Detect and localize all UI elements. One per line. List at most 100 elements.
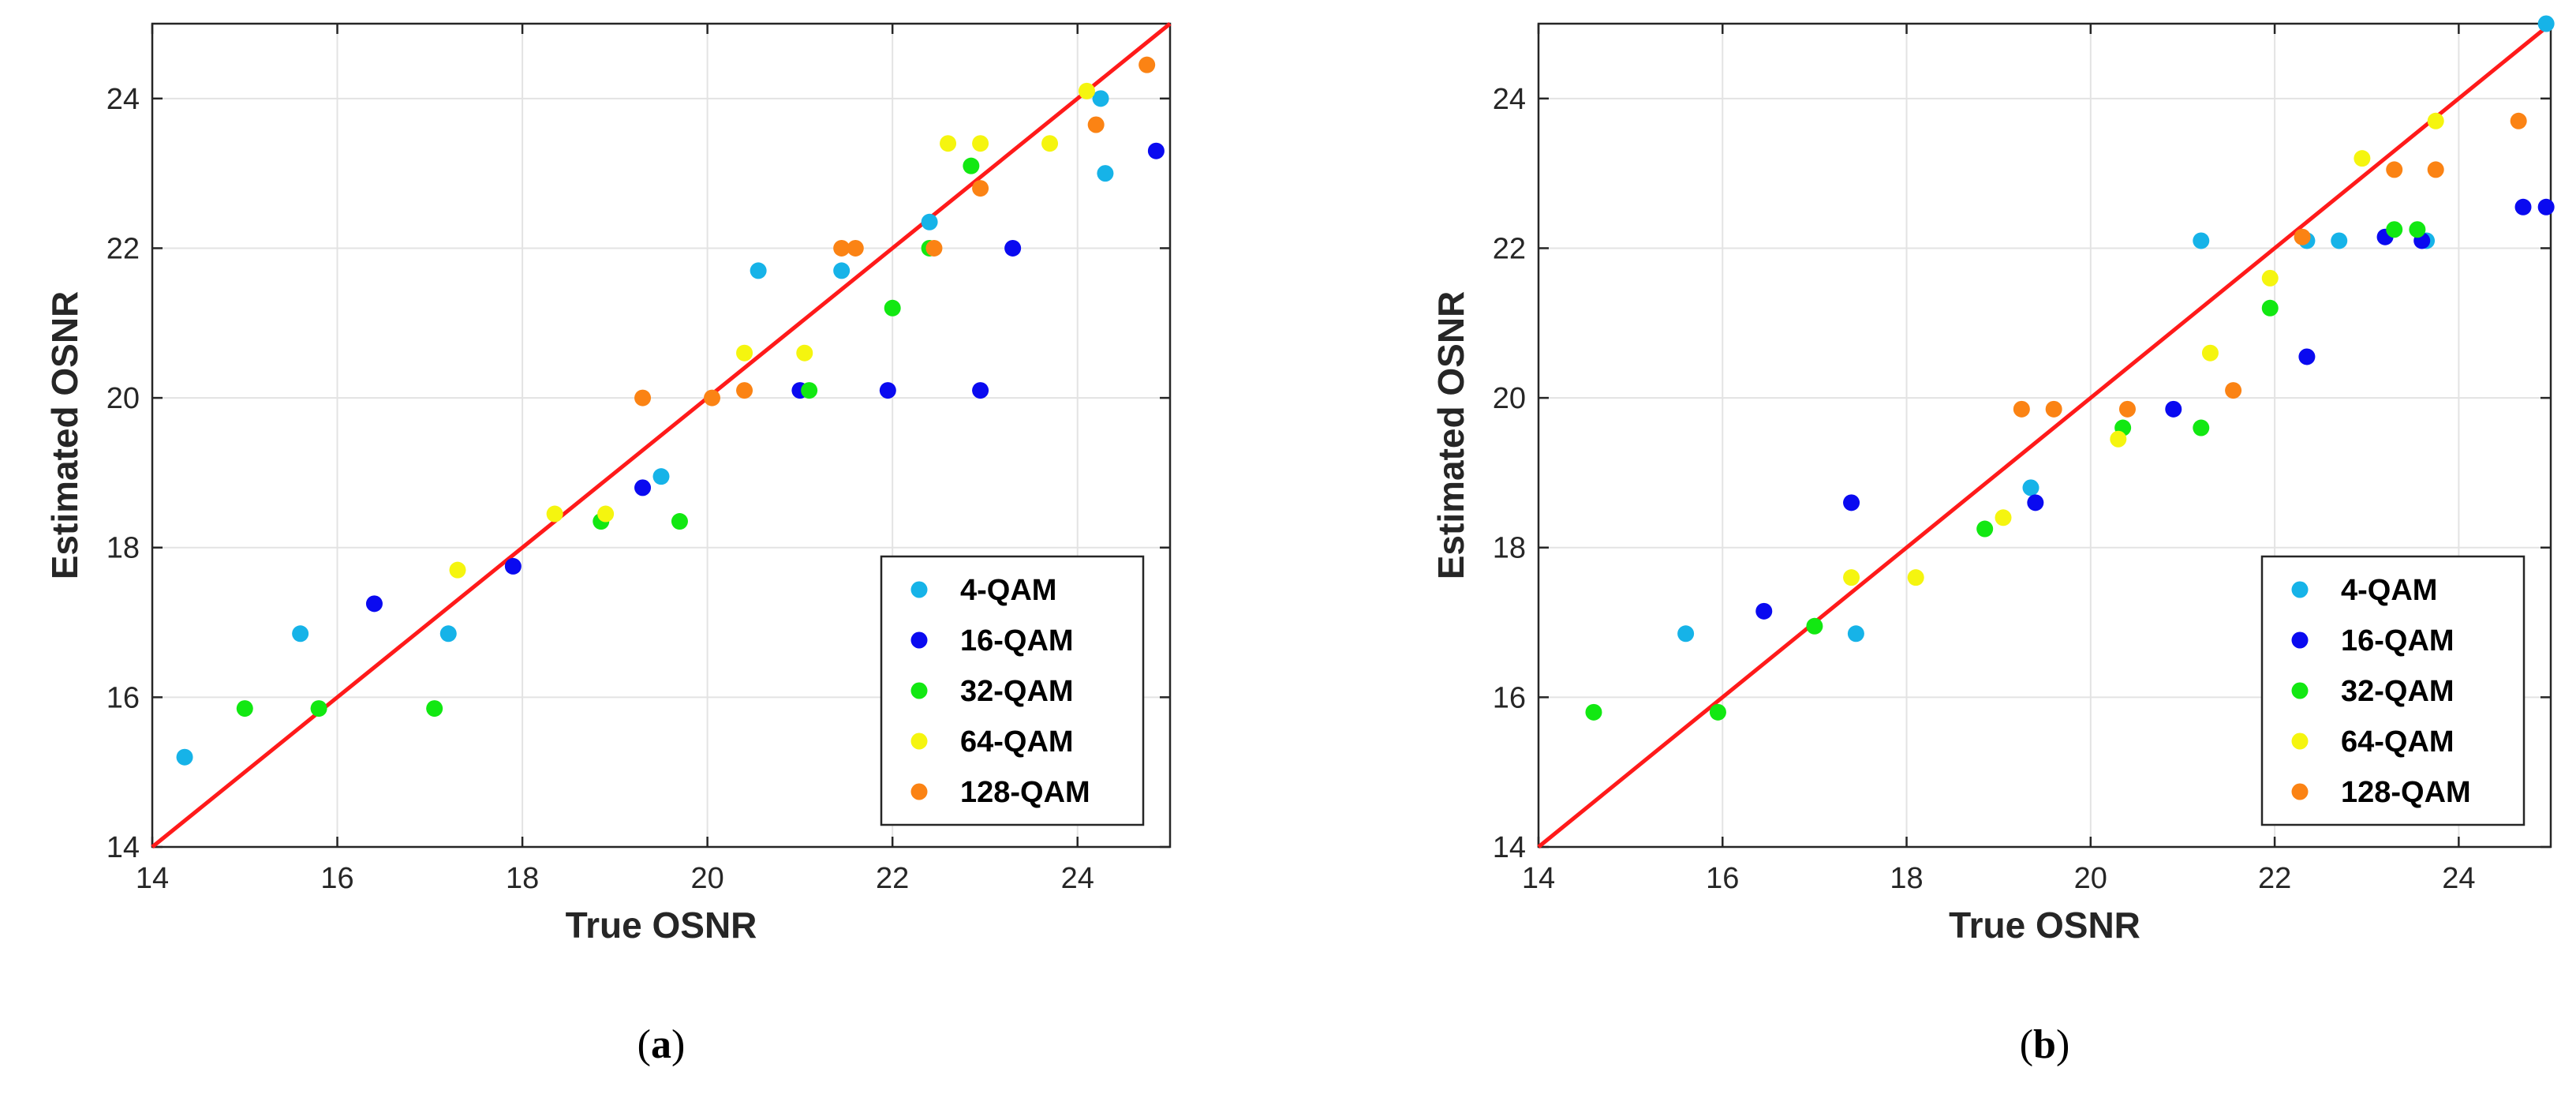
panel-a-point-4-qam-2 [439,625,457,643]
panel-b-point-16-qam-0 [1755,602,1773,620]
panel-b-point-128-qam-3 [2225,382,2242,399]
panel-b-series-16-qam [1755,198,2555,620]
panel-b-caption: (b) [2020,1022,2070,1067]
panel-b-point-16-qam-8 [2537,198,2555,215]
panel-b-series-64-qam [1843,112,2444,586]
panel-a-xtick-label-0: 14 [136,862,169,895]
panel-b-point-32-qam-0 [1585,703,1602,721]
panel-a-legend: 4-QAM 16-QAM 32-QAM 64-QAM 128-QAM [880,555,1145,826]
panel-a-point-128-qam-0 [634,389,652,407]
panel-b-legend: 4-QAM 16-QAM 32-QAM 64-QAM 128-QAM [2260,555,2526,826]
panel-b-point-32-qam-6 [2261,299,2279,317]
panel-b-point-16-qam-1 [1843,494,1860,511]
panel-a-ytick-label-2: 18 [107,532,140,565]
panel-b-point-16-qam-7 [2514,198,2532,215]
panel-a-legend-marker-128-qam [910,783,928,800]
panel-b-point-128-qam-7 [2510,112,2527,129]
panel-a-point-4-qam-0 [176,748,193,766]
panel-a-point-4-qam-1 [292,625,309,643]
panel-a-xtick-label-3: 20 [690,862,723,895]
panel-b-legend-label-128-qam: 128-QAM [2341,776,2471,809]
panel-a-point-64-qam-1 [546,505,563,523]
panel-a-point-32-qam-0 [236,700,253,717]
panel-a-series-128-qam [634,56,1156,407]
panel-a-point-16-qam-5 [972,382,989,399]
panel-a-point-32-qam-5 [801,382,818,399]
panel-b-point-32-qam-5 [2193,419,2210,436]
panel-b-point-4-qam-1 [1847,625,1864,643]
panel-b-point-128-qam-5 [2386,161,2403,178]
panel-b-legend-label-32-qam: 32-QAM [2341,675,2454,708]
panel-b-legend-marker-16-qam [2291,631,2309,649]
panel-a-point-128-qam-2 [736,382,753,399]
panel-b-point-64-qam-4 [2201,344,2219,362]
panel-b-series-128-qam [2013,112,2527,418]
panel-a-series-4-qam [176,90,1114,766]
panel-a-point-16-qam-6 [1004,239,1022,257]
panel-a-legend-label-16-qam: 16-QAM [960,624,1074,658]
panel-b-point-128-qam-2 [2118,400,2136,418]
panel-b-point-16-qam-4 [2298,348,2316,365]
panel-b-xtick-label-1: 16 [1706,862,1739,895]
panel-b-point-4-qam-7 [2537,15,2555,32]
panel-a-xtick-label-4: 22 [876,862,909,895]
panel-a-point-128-qam-6 [972,180,989,197]
panel-b-identity-line [1537,22,2552,849]
panel-a-point-4-qam-5 [833,262,851,279]
panel-b-point-4-qam-2 [2022,479,2039,496]
panel-a-point-128-qam-7 [1087,116,1105,133]
panel-a-legend-label-64-qam: 64-QAM [960,725,1074,759]
panel-b-point-128-qam-6 [2427,161,2444,178]
panel-b-xtick-label-2: 18 [1890,862,1923,895]
panel-a-ytick-label-4: 22 [107,232,140,265]
panel-a-point-64-qam-5 [940,135,957,152]
panel-a-point-4-qam-4 [750,262,767,279]
panel-b-ytick-label-3: 20 [1493,382,1526,415]
panel-b-x-axis-label: True OSNR [1949,905,2140,946]
panel-a-point-16-qam-0 [365,595,383,613]
panel-a-point-32-qam-4 [671,513,688,530]
panel-a-xtick-label-2: 18 [506,862,539,895]
panel-b-legend-marker-128-qam [2291,783,2309,800]
panel-b-point-64-qam-3 [2110,430,2127,448]
panel-a-point-32-qam-6 [884,299,901,317]
panel-a-y-axis-label: Estimated OSNR [44,291,85,580]
panel-b-point-128-qam-1 [2045,400,2062,418]
panel-a-caption: (a) [637,1022,686,1067]
panel-a-ytick-label-0: 14 [107,831,140,864]
panel-a-legend-marker-32-qam [910,682,928,699]
panel-a-ytick-label-5: 24 [107,83,140,116]
panel-b-point-4-qam-5 [2331,232,2348,249]
panel-a-point-32-qam-2 [426,700,443,717]
panel-a-point-64-qam-3 [736,344,753,362]
panel-b-legend-marker-64-qam [2291,732,2309,750]
panel-b-legend-label-16-qam: 16-QAM [2341,624,2454,658]
panel-a-point-128-qam-8 [1138,56,1156,73]
panel-b-point-64-qam-5 [2261,269,2279,287]
panel-a-caption-letter: a [651,1022,671,1067]
panel-b-point-4-qam-3 [2193,232,2210,249]
panel-b-point-64-qam-7 [2427,112,2444,129]
panel-a-point-4-qam-7 [1092,90,1109,107]
panel-b-xtick-label-5: 24 [2442,862,2475,895]
panel-a-point-128-qam-3 [833,239,851,257]
panel-b-xtick-label-0: 14 [1522,862,1555,895]
panel-b-point-64-qam-1 [1907,569,1924,586]
panel-b-point-32-qam-8 [2409,221,2426,238]
panel-a-series-16-qam [365,142,1165,613]
panel-b-point-128-qam-4 [2294,228,2311,245]
panel-b-ytick-label-2: 18 [1493,532,1526,565]
panel-a-ytick-label-1: 16 [107,681,140,714]
panel-a-point-64-qam-4 [796,344,813,362]
panel-b-point-32-qam-7 [2386,221,2403,238]
panel-a-point-64-qam-2 [597,505,615,523]
panel-b-ytick-label-5: 24 [1493,83,1526,116]
panel-a-chart: 14 16 18 20 22 24 14 16 18 20 22 24 True OSNR Estimat… [44,22,1172,1067]
panel-a-caption-open: ( [637,1022,651,1067]
panel-b-legend-label-64-qam: 64-QAM [2341,725,2454,759]
panel-b-legend-marker-4-qam [2291,581,2309,598]
panel-a-point-16-qam-4 [879,382,896,399]
panel-b-ytick-label-4: 22 [1493,232,1526,265]
panel-a-point-16-qam-7 [1147,142,1165,159]
